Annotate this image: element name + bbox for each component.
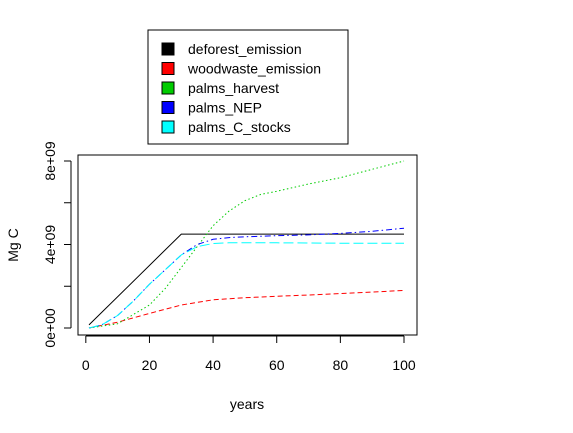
x-tick-label: 20 — [142, 357, 158, 373]
legend-swatch — [161, 62, 175, 75]
series-line-deforest_emission — [88, 233, 404, 326]
series-line-palms_harvest — [88, 160, 405, 329]
series-line-woodwaste_emission — [88, 289, 405, 329]
y-tick-label: 4e+09 — [42, 225, 58, 265]
x-tick-label: 0 — [82, 357, 90, 373]
x-tick-label: 100 — [392, 357, 416, 373]
legend-swatch — [161, 42, 175, 56]
x-axis: 0 20 40 60 80 100 — [82, 335, 416, 373]
x-tick-label: 40 — [205, 357, 221, 373]
series-line-palms_NEP — [88, 227, 405, 329]
legend-label: palms_harvest — [188, 80, 279, 96]
x-axis-label: years — [230, 396, 264, 412]
legend-box — [147, 29, 349, 145]
legend-label: palms_NEP — [188, 100, 262, 116]
y-axis-label: Mg C — [5, 228, 21, 261]
legend-swatch — [161, 101, 175, 114]
series-layer — [88, 160, 405, 329]
legend: deforest_emission woodwaste_emissionpalms… — [147, 29, 349, 145]
y-tick-label: 8e+09 — [42, 141, 58, 181]
legend-swatch — [161, 81, 175, 95]
legend-label: palms_C_stocks — [188, 119, 291, 135]
y-tick-label: 0e+00 — [42, 308, 58, 348]
legend-swatch — [161, 120, 175, 134]
x-tick-label: 60 — [269, 357, 285, 373]
series-line-palms_C_stocks — [88, 242, 404, 329]
plot-frame — [77, 154, 418, 336]
legend-label: woodwaste_emission — [187, 61, 321, 77]
y-axis: 0e+00 4e+09 8e+09 — [42, 141, 72, 348]
x-tick-label: 80 — [333, 357, 349, 373]
legend-label: deforest_emission — [188, 41, 302, 57]
